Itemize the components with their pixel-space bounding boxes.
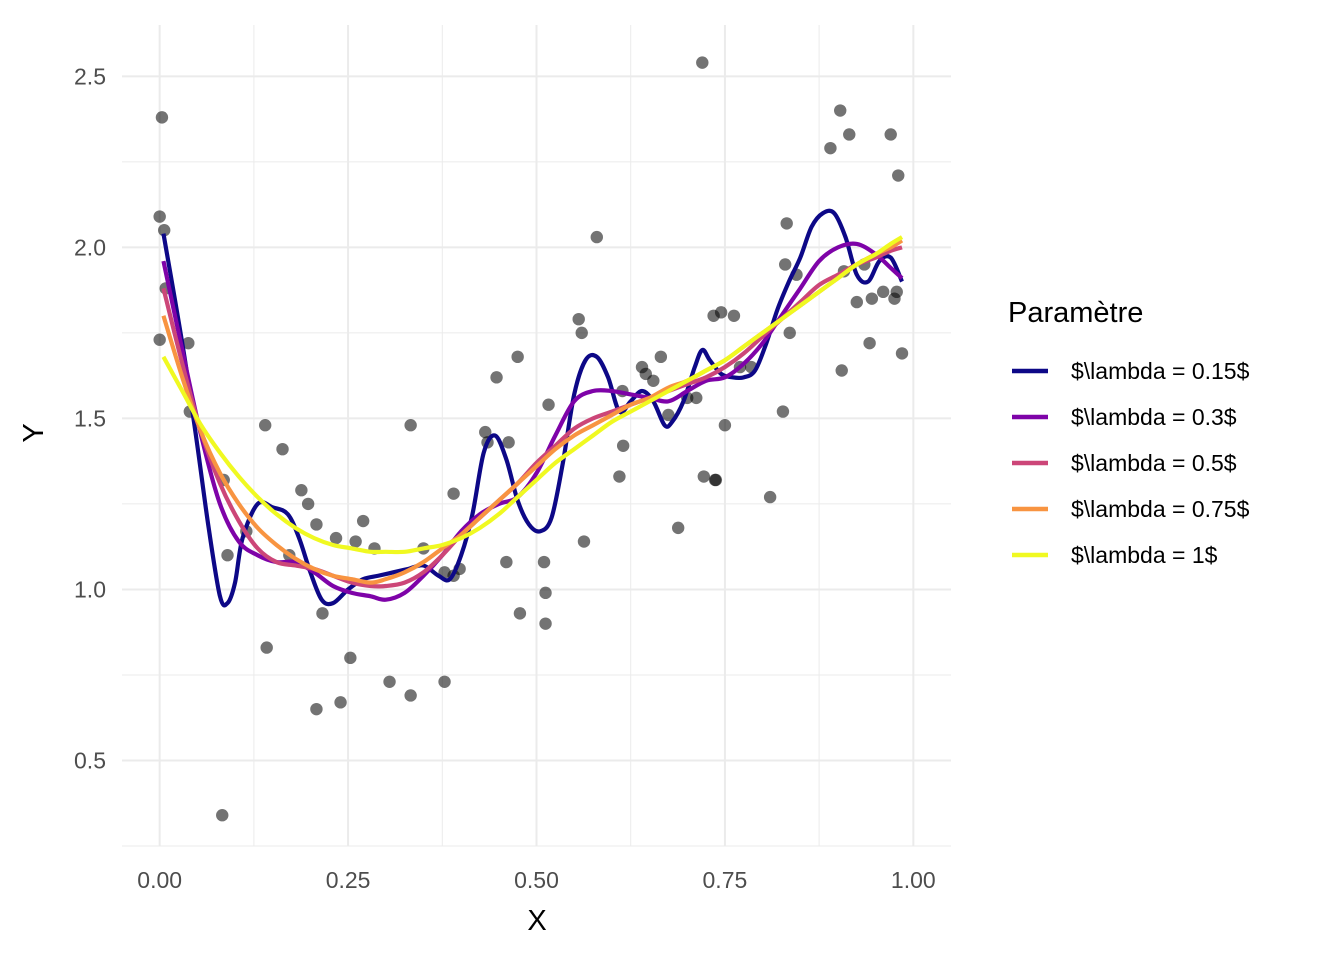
data-point xyxy=(718,419,732,432)
data-point xyxy=(763,490,777,504)
x-tick-label: 0.50 xyxy=(514,867,559,893)
data-point xyxy=(616,439,630,452)
data-point xyxy=(613,470,626,483)
y-tick-label: 0.5 xyxy=(74,747,106,773)
data-point xyxy=(438,675,451,688)
data-point xyxy=(447,487,460,500)
data-point xyxy=(155,111,169,124)
legend-label: $\lambda = 0.5$ xyxy=(1071,450,1237,476)
data-point xyxy=(295,484,308,497)
y-tick-label: 2.0 xyxy=(74,234,106,260)
data-point xyxy=(843,128,856,141)
data-point xyxy=(776,405,790,418)
legend-label: $\lambda = 0.15$ xyxy=(1071,358,1250,384)
grid-major xyxy=(122,25,951,846)
y-tick-label: 1.5 xyxy=(74,405,106,431)
data-point xyxy=(890,285,903,299)
data-point xyxy=(876,285,890,299)
data-point xyxy=(276,442,289,456)
data-point xyxy=(260,641,273,654)
data-point xyxy=(575,326,588,340)
data-point xyxy=(835,364,848,377)
data-point xyxy=(647,374,660,387)
data-point xyxy=(727,309,741,322)
data-point xyxy=(490,371,503,384)
y-tick-label: 2.5 xyxy=(74,63,106,89)
data-point xyxy=(344,651,357,665)
data-point xyxy=(502,436,515,449)
data-point xyxy=(780,217,793,230)
data-point xyxy=(334,696,347,709)
legend-label: $\lambda = 1$ xyxy=(1071,542,1218,568)
data-point xyxy=(158,224,171,237)
data-point xyxy=(329,531,343,545)
data-point xyxy=(182,336,195,350)
data-point xyxy=(542,398,555,411)
data-point xyxy=(884,128,897,141)
data-point xyxy=(662,408,675,422)
data-point xyxy=(714,306,728,319)
data-point xyxy=(310,702,323,716)
y-tick-label: 1.0 xyxy=(74,576,106,602)
x-axis-title: X xyxy=(527,905,546,937)
data-point xyxy=(834,104,847,117)
data-point xyxy=(539,617,552,630)
data-point xyxy=(577,535,591,548)
y-axis-title: Y xyxy=(18,423,50,442)
data-point xyxy=(895,347,909,360)
data-point xyxy=(709,473,723,487)
legend-label: $\lambda = 0.3$ xyxy=(1071,404,1237,430)
data-point xyxy=(654,350,668,364)
data-point xyxy=(671,521,685,535)
x-tick-label: 0.25 xyxy=(326,867,371,893)
legend: Paramètre $\lambda = 0.15$ $\lambda = 0.3… xyxy=(1008,297,1250,568)
legend-items: $\lambda = 0.15$ $\lambda = 0.3$ $\lambda … xyxy=(1012,358,1250,568)
data-point xyxy=(572,312,585,326)
data-point xyxy=(824,141,837,155)
data-point xyxy=(153,210,166,223)
data-point xyxy=(301,497,315,511)
x-tick-labels: 0.00 0.25 0.50 0.75 1.00 xyxy=(137,867,935,893)
data-point xyxy=(221,549,234,562)
data-point xyxy=(892,169,905,182)
data-point xyxy=(316,607,329,620)
data-point xyxy=(697,470,711,483)
x-tick-label: 0.00 xyxy=(137,867,182,893)
data-point xyxy=(863,336,876,350)
data-point xyxy=(690,391,703,405)
data-point xyxy=(310,518,323,531)
points-layer xyxy=(153,56,909,822)
series-line xyxy=(161,208,904,608)
data-point xyxy=(850,295,863,309)
data-point xyxy=(783,326,796,340)
data-point xyxy=(216,809,229,822)
y-tick-labels: 0.5 1.0 1.5 2.0 2.5 xyxy=(74,63,106,773)
data-point xyxy=(258,419,272,432)
legend-label: $\lambda = 0.75$ xyxy=(1071,496,1250,522)
series-line xyxy=(161,235,904,555)
data-point xyxy=(153,333,166,346)
data-point xyxy=(356,514,370,528)
data-point xyxy=(479,425,492,439)
data-point xyxy=(511,350,524,364)
lines-layer xyxy=(161,208,904,608)
x-tick-label: 1.00 xyxy=(891,867,936,893)
data-point xyxy=(349,535,362,548)
data-point xyxy=(865,292,879,305)
data-point xyxy=(779,258,792,271)
data-point xyxy=(539,586,552,600)
data-point xyxy=(513,607,527,620)
data-point xyxy=(590,230,603,244)
data-point xyxy=(696,56,709,69)
legend-title: Paramètre xyxy=(1008,297,1143,329)
data-point xyxy=(537,555,551,569)
series-line xyxy=(161,241,904,602)
data-point xyxy=(500,555,513,569)
x-tick-label: 0.75 xyxy=(703,867,748,893)
data-point xyxy=(383,675,396,688)
data-point xyxy=(404,419,417,432)
data-point xyxy=(404,689,417,702)
